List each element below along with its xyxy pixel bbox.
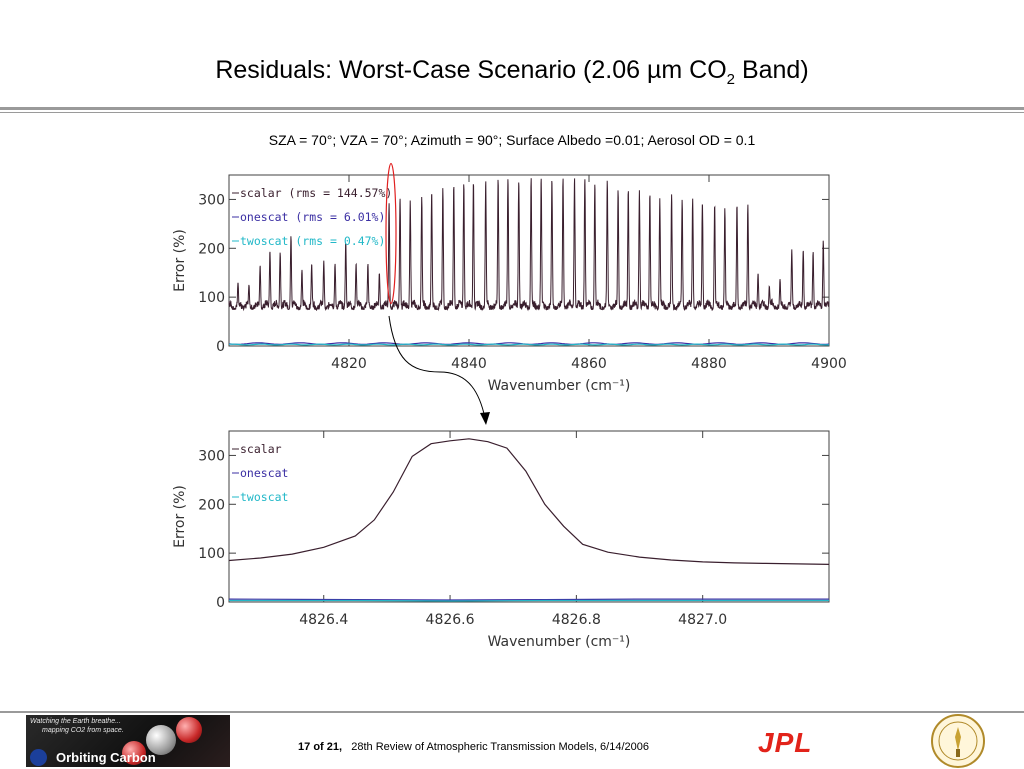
chart1-legend-item: onescat (rms = 6.01%) <box>240 210 385 224</box>
chart2-y-axis-label: Error (%) <box>172 485 188 548</box>
chart1-highlight-ellipse <box>385 162 397 305</box>
footer-page-info: 17 of 21, 28th Review of Atmospheric Tra… <box>298 741 649 753</box>
footer-rule <box>0 711 1024 713</box>
oco-tagline-line2: mapping CO2 from space. <box>42 727 124 734</box>
molecule-atom2-icon <box>122 741 146 765</box>
oco-tagline: Watching the Earth breathe... mapping CO… <box>30 717 124 735</box>
chart1-y-tick-label: 300 <box>198 192 225 208</box>
chart1-scalar-line <box>228 178 830 312</box>
slide-title: Residuals: Worst-Case Scenario (2.06 µm … <box>0 56 1024 88</box>
chart2-y-tick-label: 200 <box>198 497 225 513</box>
header-rule <box>0 107 1024 110</box>
chart1-x-axis-label: Wavenumber (cm⁻¹) <box>488 378 631 394</box>
header-rule-thin <box>0 112 1024 113</box>
chart2-twoscat-line <box>229 599 829 602</box>
title-text: Residuals: Worst-Case Scenario (2.06 µm … <box>215 56 727 84</box>
chart1-y-tick-label: 200 <box>198 241 225 257</box>
chart1-plot-frame <box>228 174 830 347</box>
chart1-y-tick-label: 100 <box>198 290 225 306</box>
chart1-y-axis-label: Error (%) <box>172 229 188 292</box>
page-number: 17 <box>298 741 311 753</box>
chart2-y-tick-label: 0 <box>216 595 225 611</box>
title-subscript: 2 <box>726 71 735 88</box>
chart2-x-tick-label: 4826.6 <box>426 612 475 628</box>
chart2-x-tick-label: 4826.4 <box>299 612 348 628</box>
chart2-plot-frame <box>228 430 830 603</box>
chart2-onescat-line <box>228 598 829 601</box>
chart1-x-tick-label: 4820 <box>331 356 367 372</box>
jpl-logo: JPL <box>758 727 813 758</box>
chart1-y-tick-label: 0 <box>216 339 225 355</box>
chart1-legend-item: scalar (rms = 144.57%) <box>240 186 392 200</box>
zoom-connector <box>388 315 490 425</box>
chart-zoom-line: 4826.4 4826.6 4826.8 4827.0 0 100 200 300 Wavenu… <box>172 430 830 650</box>
chart1-x-tick-label: 4860 <box>571 356 607 372</box>
chart2-y-tick-label: 100 <box>198 546 225 562</box>
chart2-legend-item: onescat <box>240 466 288 480</box>
scenario-subtitle: SZA = 70°; VZA = 70°; Azimuth = 90°; Sur… <box>268 132 756 148</box>
nasa-icon <box>30 749 47 766</box>
chart2-x-tick-label: 4826.8 <box>552 612 601 628</box>
chart1-x-tick-label: 4840 <box>451 356 487 372</box>
molecule-icon <box>146 725 176 755</box>
oco-tagline-line1: Watching the Earth breathe... <box>30 718 121 725</box>
molecule-atom-icon <box>176 717 202 743</box>
chart2-y-tick-label: 300 <box>198 448 225 464</box>
chart1-x-tick-label: 4880 <box>691 356 727 372</box>
footer-event: 28th Review of Atmospheric Transmission … <box>351 741 649 753</box>
charts-canvas: 4820 4840 4860 4880 4900 0 100 200 300 Wavenumber… <box>172 162 847 650</box>
zoom-arrow-line <box>388 315 486 419</box>
caltech-seal-icon <box>931 714 985 768</box>
chart-full-band: 4820 4840 4860 4880 4900 0 100 200 300 Wavenumber… <box>172 162 847 394</box>
chart2-legend-item: twoscat <box>240 490 288 504</box>
title-suffix: Band) <box>735 56 809 84</box>
page-of: of <box>313 741 324 753</box>
chart2-legend-item: scalar <box>240 442 282 456</box>
chart2-x-tick-label: 4827.0 <box>678 612 727 628</box>
chart1-x-tick-label: 4900 <box>811 356 847 372</box>
chart2-x-axis-label: Wavenumber (cm⁻¹) <box>488 634 631 650</box>
chart1-twoscat-line <box>228 343 829 346</box>
zoom-arrow-head <box>480 412 490 425</box>
chart1-legend-item: twoscat (rms = 0.47%) <box>240 234 385 248</box>
page-total: 21, <box>326 741 343 753</box>
chart2-scalar-line <box>228 438 830 565</box>
oco-name: Orbiting Carbon Observatory <box>56 750 156 767</box>
oco-logo: Watching the Earth breathe... mapping CO… <box>26 715 230 767</box>
